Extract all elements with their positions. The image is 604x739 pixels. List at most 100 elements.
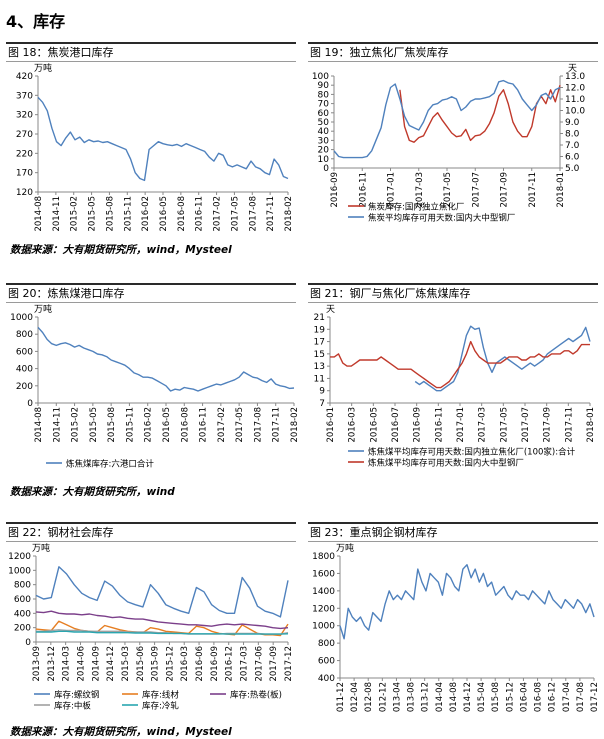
series-line-5 <box>36 630 289 635</box>
figure-title: 图 19：独立焦化厂焦炭库存 <box>310 46 449 59</box>
legend-label: 库存:冷轧 <box>142 701 179 712</box>
y-tick-label: 60 <box>318 109 330 119</box>
x-tick-label: 2014-11 <box>52 196 62 232</box>
y-tick-label: 19 <box>314 325 326 335</box>
x-tick-label: 2014-08 <box>34 407 44 443</box>
x-tick-label: 2018-02 <box>284 196 294 232</box>
y-tick-label-right: 8.0 <box>565 130 580 140</box>
series-line-2 <box>330 340 590 389</box>
figure-title: 图 21：钢厂与焦化厂炼焦煤库存 <box>310 287 471 300</box>
legend-label: 炼焦煤平均库存可用天数:国内独立焦化厂(100家):合计 <box>368 447 576 458</box>
x-tick-label: 2016-03 <box>180 646 190 682</box>
y-tick-label: 1600 <box>312 569 335 579</box>
y-tick-label-right: 13.0 <box>565 72 585 82</box>
y-tick-label-right: 6.0 <box>565 153 580 163</box>
y-tick-label: 800 <box>318 639 335 649</box>
x-tick-label: 2017-03 <box>240 646 250 682</box>
x-tick-label: 2016-02 <box>144 407 154 443</box>
x-tick-label: 2014-12 <box>463 682 473 712</box>
series-line-3 <box>35 610 289 630</box>
legend-label: 焦炭库存:国内独立焦化厂 <box>368 202 464 213</box>
x-tick-label: 2017-12 <box>284 646 294 682</box>
figure-title: 图 20：炼焦煤港口库存 <box>8 287 125 300</box>
x-tick-label: 2017-12 <box>590 682 600 712</box>
x-tick-label: 2013-08 <box>407 682 417 712</box>
x-tick-label: 2014-04 <box>435 682 445 712</box>
y-tick-label: 600 <box>16 347 33 357</box>
x-tick-label: 2016-09 <box>330 172 340 208</box>
y-tick-label: 1400 <box>312 587 335 597</box>
y-tick-label: 80 <box>318 90 330 100</box>
x-tick-label: 2017-11 <box>266 196 276 232</box>
x-tick-label: 2017-03 <box>478 407 488 443</box>
figure-title: 图 18：焦炭港口库存 <box>8 46 114 59</box>
y-tick-label: 400 <box>14 609 31 619</box>
figure-header-20: 图 20：炼焦煤港口库存 <box>6 283 296 303</box>
x-tick-label: 2017-08 <box>248 196 258 232</box>
x-tick-label: 2015-08 <box>491 682 501 712</box>
series-line-1 <box>35 566 289 618</box>
y-tick-label: 600 <box>14 595 31 605</box>
series-line-1 <box>414 325 591 392</box>
x-tick-label: 2014-03 <box>62 646 72 682</box>
legend-label: 炼焦煤库存:六港口合计 <box>66 459 154 470</box>
x-tick-label: 2015-03 <box>121 646 131 682</box>
y-tick-label: 200 <box>14 624 31 634</box>
y-tick-label: 1000 <box>312 622 335 632</box>
series-line-2 <box>333 79 561 159</box>
x-tick-label: 2015-09 <box>151 646 161 682</box>
x-tick-label: 2014-12 <box>106 646 116 682</box>
y-tick-label-right: 12.0 <box>565 84 585 94</box>
x-tick-label: 2017-05 <box>230 196 240 232</box>
y-tick-label: 30 <box>318 136 330 146</box>
chart-20-coking-coal-port-stock: 万吨 0 200 400 600 800 1000 2014-08 2014-11 2015-02… <box>10 303 298 470</box>
x-tick-label: 2016-08 <box>177 196 187 232</box>
x-tick-label: 2015-04 <box>477 682 487 712</box>
x-tick-label: 2017-11 <box>564 407 574 443</box>
x-tick-label: 2016-05 <box>369 407 379 443</box>
figure-header-21: 图 21：钢厂与焦化厂炼焦煤库存 <box>308 283 598 303</box>
x-tick-label: 2016-07 <box>391 407 401 443</box>
x-tick-label: 2014-08 <box>34 196 44 232</box>
x-tick-label: 2017-08 <box>576 682 586 712</box>
x-tick-label: 2013-04 <box>392 682 402 712</box>
x-tick-label: 2016-11 <box>195 196 205 232</box>
y-tick-label: 400 <box>318 674 335 684</box>
x-tick-label: 2015-08 <box>105 196 115 232</box>
unit-label: 万吨 <box>336 542 354 554</box>
y-tick-label: 270 <box>16 130 33 140</box>
figure-title: 图 23：重点钢企钢材库存 <box>310 526 438 539</box>
y-tick-label: 220 <box>16 149 33 159</box>
legend-label: 库存:线材 <box>142 690 179 701</box>
y-tick-label: 420 <box>16 72 33 82</box>
y-tick-label: 0 <box>27 399 33 409</box>
x-tick-label: 2016-09 <box>413 407 423 443</box>
y-tick-label: 13 <box>314 362 325 372</box>
x-tick-label: 2017-11 <box>272 407 282 443</box>
x-tick-label: 2017-08 <box>253 407 263 443</box>
y-tick-label: 20 <box>318 146 330 156</box>
y-tick-label: 600 <box>318 657 335 667</box>
data-source-note: 数据来源：大有期货研究所，wind，Mysteel <box>10 244 232 256</box>
y-tick-label: 1200 <box>312 604 335 614</box>
x-tick-label: 2015-12 <box>165 646 175 682</box>
x-tick-label: 2016-09 <box>210 646 220 682</box>
legend-label: 库存:螺纹钢 <box>54 690 99 701</box>
x-tick-label: 2016-11 <box>358 172 368 208</box>
y-tick-label-right: 9.0 <box>565 118 580 128</box>
y-tick-label: 400 <box>16 365 33 375</box>
y-tick-label: 0 <box>323 164 329 174</box>
figure-title: 图 22：钢材社会库存 <box>8 526 114 539</box>
y-tick-label-right: 7.0 <box>565 141 580 151</box>
legend-label: 焦炭平均库存可用天数:国内大中型钢厂 <box>368 213 515 224</box>
y-tick-label: 100 <box>312 72 329 82</box>
figure-header-23: 图 23：重点钢企钢材库存 <box>308 522 598 542</box>
series-line-1 <box>339 564 595 640</box>
y-tick-label: 15 <box>314 350 325 360</box>
unit-label: 天 <box>326 305 335 315</box>
legend-label: 库存:中板 <box>54 701 91 712</box>
x-tick-label: 2015-05 <box>88 196 98 232</box>
legend-label: 库存:热卷(板) <box>230 690 282 701</box>
y-tick-label: 170 <box>16 169 33 179</box>
x-tick-label: 2015-05 <box>89 407 99 443</box>
